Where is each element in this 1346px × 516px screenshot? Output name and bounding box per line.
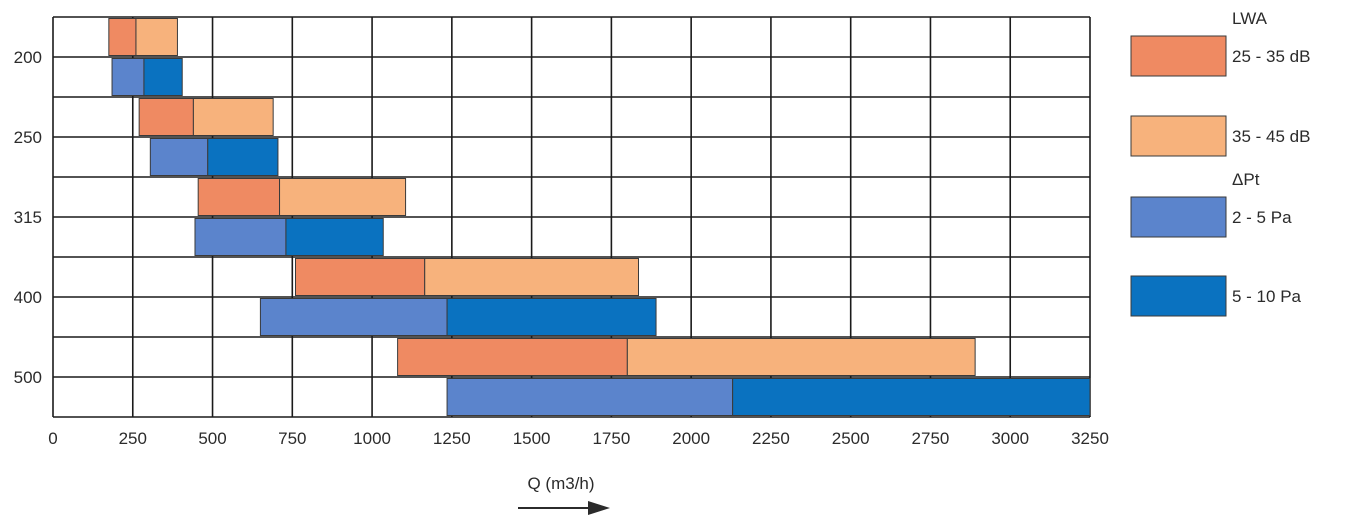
y-tick-label: 400 bbox=[14, 288, 42, 307]
chart-grid bbox=[52, 16, 1091, 418]
bar-25-35-db-315 bbox=[197, 178, 281, 216]
x-tick-label: 2250 bbox=[752, 429, 790, 448]
x-tick-label: 2000 bbox=[672, 429, 710, 448]
y-tick-labels: 200 250 315 400 500 bbox=[14, 48, 42, 387]
x-tick-label: 2500 bbox=[832, 429, 870, 448]
x-tick-label: 0 bbox=[48, 429, 57, 448]
bar-2-5-pa-200 bbox=[111, 58, 145, 96]
legend-swatch bbox=[1130, 115, 1227, 157]
bar-25-35-db-200 bbox=[108, 18, 137, 56]
legend-entry-label: 2 - 5 Pa bbox=[1232, 208, 1292, 227]
x-tick-label: 250 bbox=[119, 429, 147, 448]
x-axis-arrow bbox=[518, 501, 610, 515]
bar-35-45-db-500 bbox=[626, 338, 976, 376]
y-tick-label: 250 bbox=[14, 128, 42, 147]
x-tick-label: 1000 bbox=[353, 429, 391, 448]
bar-35-45-db-250 bbox=[192, 98, 274, 136]
bar-2-5-pa-250 bbox=[149, 138, 209, 176]
bar-5-10-pa-200 bbox=[143, 58, 183, 96]
bar-35-45-db-400 bbox=[424, 258, 640, 296]
bar-5-10-pa-315 bbox=[285, 218, 384, 256]
bar-25-35-db-500 bbox=[397, 338, 628, 376]
bar-35-45-db-315 bbox=[279, 178, 407, 216]
bar-25-35-db-400 bbox=[294, 258, 426, 296]
bar-5-10-pa-250 bbox=[207, 138, 279, 176]
bar-5-10-pa-400 bbox=[446, 298, 657, 336]
x-tick-label: 2750 bbox=[912, 429, 950, 448]
bar-5-10-pa-500 bbox=[732, 378, 1091, 416]
legend-entry-label: 5 - 10 Pa bbox=[1232, 287, 1302, 306]
legend-swatch bbox=[1130, 35, 1227, 77]
x-tick-label: 3250 bbox=[1071, 429, 1109, 448]
bar-35-45-db-200 bbox=[135, 18, 178, 56]
legend: LWA 25 - 35 dB 35 - 45 dB ΔPt 2 - 5 Pa 5 - 10… bbox=[1130, 9, 1310, 317]
legend-group-title: ΔPt bbox=[1232, 170, 1260, 189]
x-tick-label: 1750 bbox=[592, 429, 630, 448]
x-tick-label: 500 bbox=[198, 429, 226, 448]
x-axis-label: Q (m3/h) bbox=[527, 474, 594, 493]
legend-group-title: LWA bbox=[1232, 9, 1268, 28]
legend-swatch bbox=[1130, 196, 1227, 238]
y-tick-label: 500 bbox=[14, 368, 42, 387]
x-tick-label: 3000 bbox=[991, 429, 1029, 448]
chart-bars bbox=[108, 18, 1091, 416]
x-tick-label: 1500 bbox=[513, 429, 551, 448]
bar-2-5-pa-400 bbox=[259, 298, 448, 336]
y-tick-label: 200 bbox=[14, 48, 42, 67]
legend-entry-label: 25 - 35 dB bbox=[1232, 47, 1310, 66]
legend-swatch bbox=[1130, 275, 1227, 317]
bar-2-5-pa-500 bbox=[446, 378, 734, 416]
x-tick-label: 750 bbox=[278, 429, 306, 448]
y-tick-label: 315 bbox=[14, 208, 42, 227]
x-tick-labels: 0 250 500 750 1000 1250 1500 1750 2000 2250 2500 27… bbox=[48, 429, 1109, 448]
bar-25-35-db-250 bbox=[138, 98, 194, 136]
legend-entry-label: 35 - 45 dB bbox=[1232, 127, 1310, 146]
bar-2-5-pa-315 bbox=[194, 218, 287, 256]
x-tick-label: 1250 bbox=[433, 429, 471, 448]
